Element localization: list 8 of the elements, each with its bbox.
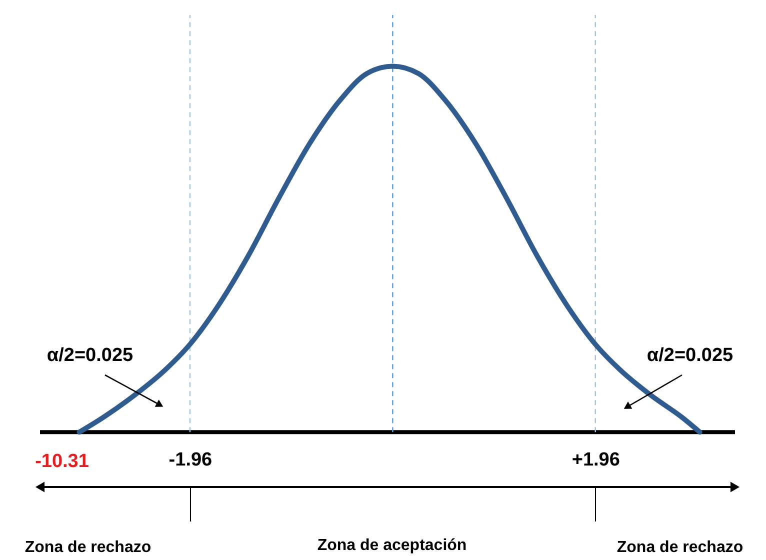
annotation: α/2=0.025: [46, 345, 134, 366]
annotation: α/2=0.025: [646, 345, 734, 366]
text: -10.31: [35, 451, 90, 472]
text: Zona de rechazo: [24, 539, 152, 556]
x-tick-label: +1.96: [572, 450, 620, 470]
x-tick-label: -1.96: [168, 450, 212, 470]
text: Zona de rechazo: [616, 539, 744, 556]
text: Zona de aceptación: [317, 537, 467, 554]
